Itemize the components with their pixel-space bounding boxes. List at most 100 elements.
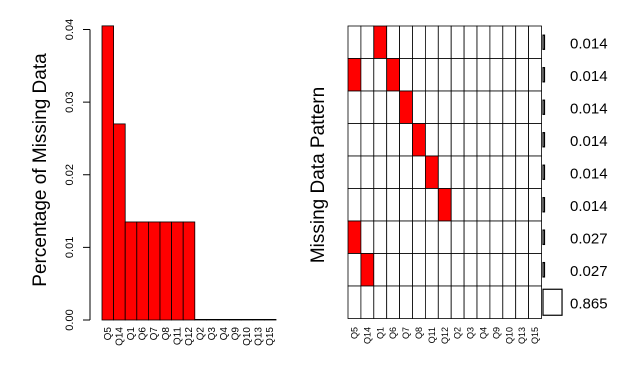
pattern-cell-observed [489,188,504,222]
pattern-cell-observed [489,123,504,157]
pattern-chart-panel: Missing Data Pattern Q5 Q14 Q1 Q6 Q7 Q8 Q11 Q12… [308,25,608,344]
pattern-cell-observed [386,90,401,124]
pattern-cell-observed [412,155,426,189]
pattern-cell-observed [360,188,375,222]
proportion-bar [542,67,546,83]
proportion-label: 0.865 [570,295,608,312]
bar-x-tick-label: Q9 [230,327,241,341]
pattern-cell-observed [437,25,452,59]
pattern-cell-observed [515,123,530,157]
proportion-bar [542,99,546,115]
proportion-label: 0.014 [570,165,608,182]
pattern-x-tick-label: Q1 [375,327,385,339]
pattern-cell-observed [399,58,413,92]
proportion-label: 0.027 [570,230,608,247]
proportion-label: 0.014 [570,100,608,117]
pattern-x-tick-label: Q6 [388,327,398,339]
bar-y-tick-label: 0.04 [64,19,76,40]
pattern-cell-observed [502,253,517,287]
pattern-cell-observed [476,188,491,222]
pattern-cell-observed [450,155,465,189]
pattern-cell-missing [412,123,426,157]
pattern-cell-missing [424,155,439,189]
pattern-cell-observed [412,220,426,254]
bar-Q9 [229,318,242,321]
proportion-label: 0.014 [570,198,608,215]
bar-x-tick-label: Q10 [242,327,253,346]
pattern-cell-missing [399,90,413,124]
pattern-cell-observed [347,90,362,124]
pattern-x-tick-label: Q2 [453,327,463,339]
proportion-bar [542,229,546,246]
pattern-cell-observed [412,253,426,287]
pattern-cell-observed [373,253,388,287]
pattern-cell-observed [412,188,426,222]
pattern-cell-observed [360,58,375,92]
bar-x-tick-label: Q12 [184,327,195,346]
pattern-cell-observed [489,90,504,124]
proportion-bar [542,132,546,148]
bar-x-tick-label: Q13 [254,327,265,346]
pattern-x-tick-label: Q14 [362,327,372,344]
bar-y-tick-label: 0.00 [64,309,76,330]
pattern-cell-observed [476,155,491,189]
proportion-bar [542,197,546,213]
pattern-cell-observed [399,25,413,59]
pattern-cell-observed [463,58,478,92]
pattern-cell-observed [515,285,530,319]
pattern-x-tick-label: Q4 [478,327,488,339]
pattern-cell-observed [399,155,413,189]
pattern-cell-observed [386,188,401,222]
bar-y-tick-label: 0.03 [64,91,76,112]
pattern-cell-observed [437,220,452,254]
pattern-cell-observed [360,123,375,157]
pattern-cell-observed [450,285,465,319]
pattern-cell-observed [373,285,388,319]
bar-Q8 [159,221,173,321]
pattern-cell-missing [386,58,401,92]
bar-Q2 [194,318,207,321]
bar-y-tick-label: 0.02 [64,164,76,185]
pattern-cell-observed [424,123,439,157]
pattern-cell-observed [528,123,542,157]
pattern-cell-observed [437,285,452,319]
pattern-cell-missing [347,220,362,254]
pattern-x-tick-label: Q15 [530,327,540,344]
pattern-cell-observed [528,58,542,92]
pattern-cell-observed [528,25,542,59]
pattern-cell-observed [515,58,530,92]
pattern-cell-observed [489,220,504,254]
pattern-cell-observed [463,188,478,222]
pattern-cell-observed [476,58,491,92]
pattern-cell-observed [515,25,530,59]
bar-Q7 [147,221,161,321]
pattern-cell-observed [437,123,452,157]
pattern-cell-observed [502,188,517,222]
pattern-cell-missing [347,58,362,92]
bar-x-tick-label: Q6 [138,327,149,341]
bar-Q11 [171,221,184,321]
pattern-x-tick-label: Q13 [517,327,527,344]
bar-x-tick-label: Q15 [265,327,276,346]
pattern-cell-observed [373,155,388,189]
pattern-cell-observed [424,90,439,124]
proportion-bar [542,261,546,278]
pattern-cell-observed [373,188,388,222]
pattern-x-tick-label: Q10 [504,327,514,344]
pattern-cell-observed [347,123,362,157]
pattern-cell-observed [463,90,478,124]
pattern-cell-observed [450,90,465,124]
pattern-cell-observed [450,123,465,157]
pattern-x-tick-label: Q7 [401,327,411,339]
proportion-label: 0.014 [570,133,608,150]
pattern-cell-observed [399,253,413,287]
pattern-cell-observed [450,220,465,254]
pattern-cell-observed [399,123,413,157]
pattern-cell-observed [424,285,439,319]
pattern-cell-observed [450,25,465,59]
bar-y-axis: 0.00 0.01 0.02 0.03 0.04 [64,19,91,331]
pattern-cell-observed [450,58,465,92]
pattern-x-tick-label: Q8 [414,327,424,339]
pattern-cell-observed [386,25,401,59]
pattern-cell-observed [502,220,517,254]
